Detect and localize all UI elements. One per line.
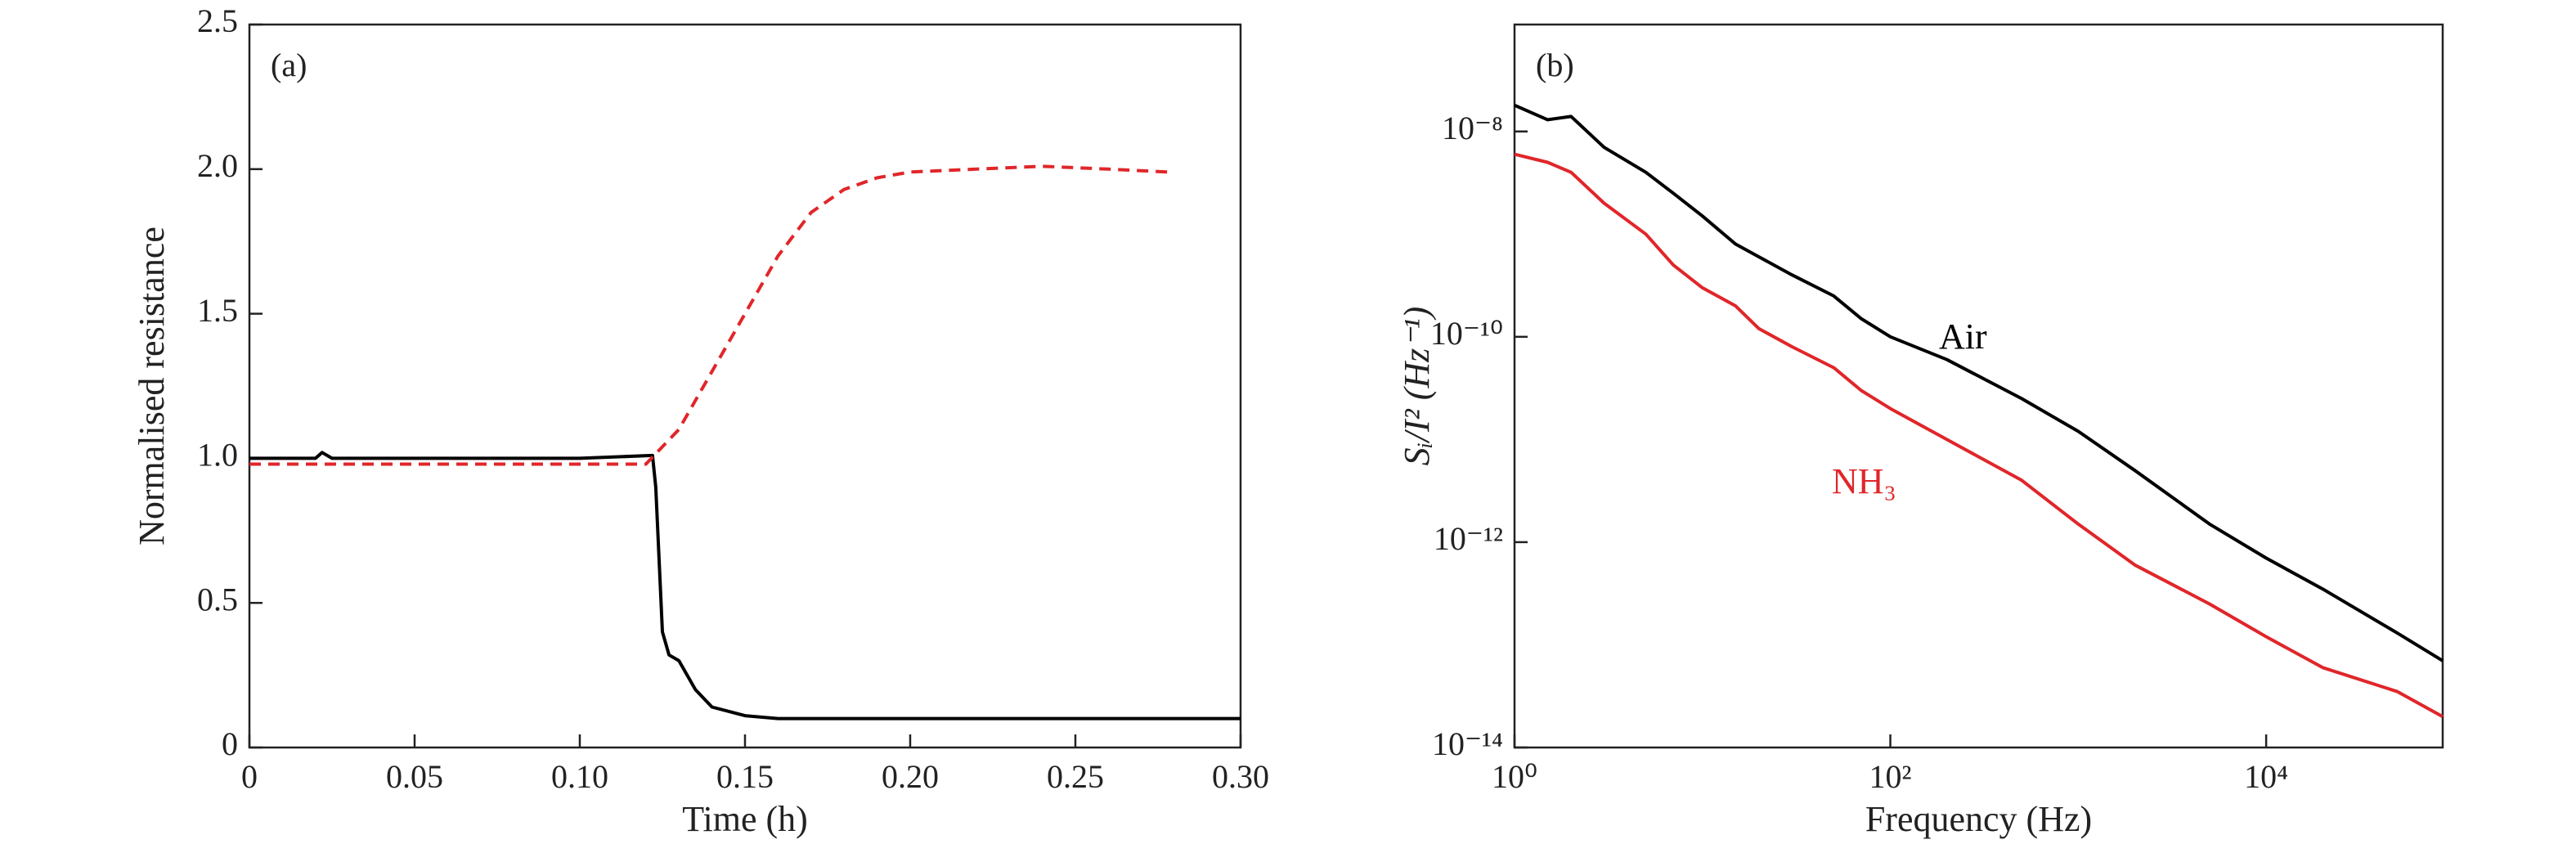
x-tick-label: 0.25 [1047,758,1104,795]
y-tick-label: 1.5 [197,292,238,329]
annotation: NH₃ [1832,461,1896,501]
y-tick-label: 2.5 [197,2,238,39]
x-axis-label: Frequency (Hz) [1865,799,2092,839]
y-tick-label: 2.0 [197,147,238,184]
x-tick-label: 10⁴ [2244,758,2288,795]
x-tick-label: 10² [1869,758,1912,795]
x-tick-label: 0 [241,758,258,795]
data-line [1514,103,2444,662]
panel-label: (a) [271,47,307,83]
y-tick-label: 1.0 [197,437,238,474]
data-line [1514,152,2444,718]
x-tick-label: 0.20 [882,758,939,795]
x-tick-label: 0.15 [716,758,774,795]
x-tick-label: 10⁰ [1492,758,1537,795]
y-tick-label: 10⁻¹⁰ [1430,315,1503,352]
y-tick-label: 0 [222,725,238,762]
y-tick-label: 10⁻¹⁴ [1432,725,1503,762]
plot-frame [248,23,1242,749]
y-tick-label: 10⁻⁸ [1442,110,1503,146]
y-axis-label: Sᵢ/I² (Hz⁻¹) [1397,307,1437,466]
y-axis-label: Normalised resistance [132,227,172,545]
x-tick-label: 0.30 [1212,758,1269,795]
panel-label: (b) [1536,47,1574,83]
x-axis-label: Time (h) [682,799,808,839]
data-line [249,164,1169,466]
plot-frame [1513,23,2444,749]
data-line [249,451,1241,721]
y-tick-label: 0.5 [197,581,238,617]
x-tick-label: 0.10 [551,758,608,795]
y-tick-label: 10⁻¹² [1434,520,1503,557]
annotation: Air [1939,317,1987,357]
x-tick-label: 0.05 [386,758,443,795]
